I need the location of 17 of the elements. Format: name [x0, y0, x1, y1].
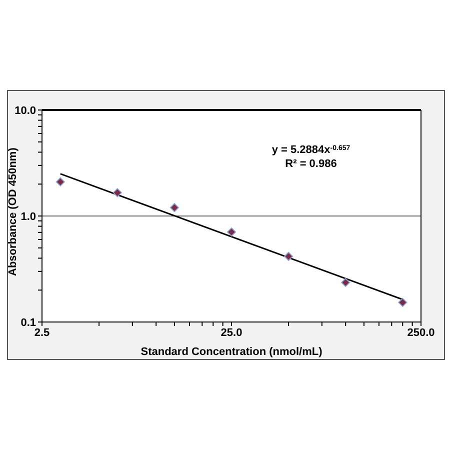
point [112, 188, 122, 198]
point [284, 252, 294, 261]
point [170, 203, 179, 212]
annotation: R² = 0.986 [285, 158, 337, 170]
point [341, 278, 350, 287]
annotation: y = 5.2884x$^{-0.657}$ [272, 144, 350, 156]
x-tick-label: 250.0 [407, 326, 435, 339]
x-tick-label: 2.5 [34, 326, 50, 339]
point [398, 298, 408, 307]
y-tick-label: 0.1 [20, 316, 36, 329]
y-tick-label: 1.0 [20, 210, 36, 223]
x-tick-label: 25.0 [220, 326, 242, 339]
y-axis-title: Absorbance (OD 450nm) [6, 147, 19, 276]
y-tick-label: 10.0 [14, 104, 36, 117]
point [227, 228, 236, 237]
point [56, 177, 65, 186]
x-axis-title: Standard Concentration (nmol/mL) [140, 346, 323, 358]
